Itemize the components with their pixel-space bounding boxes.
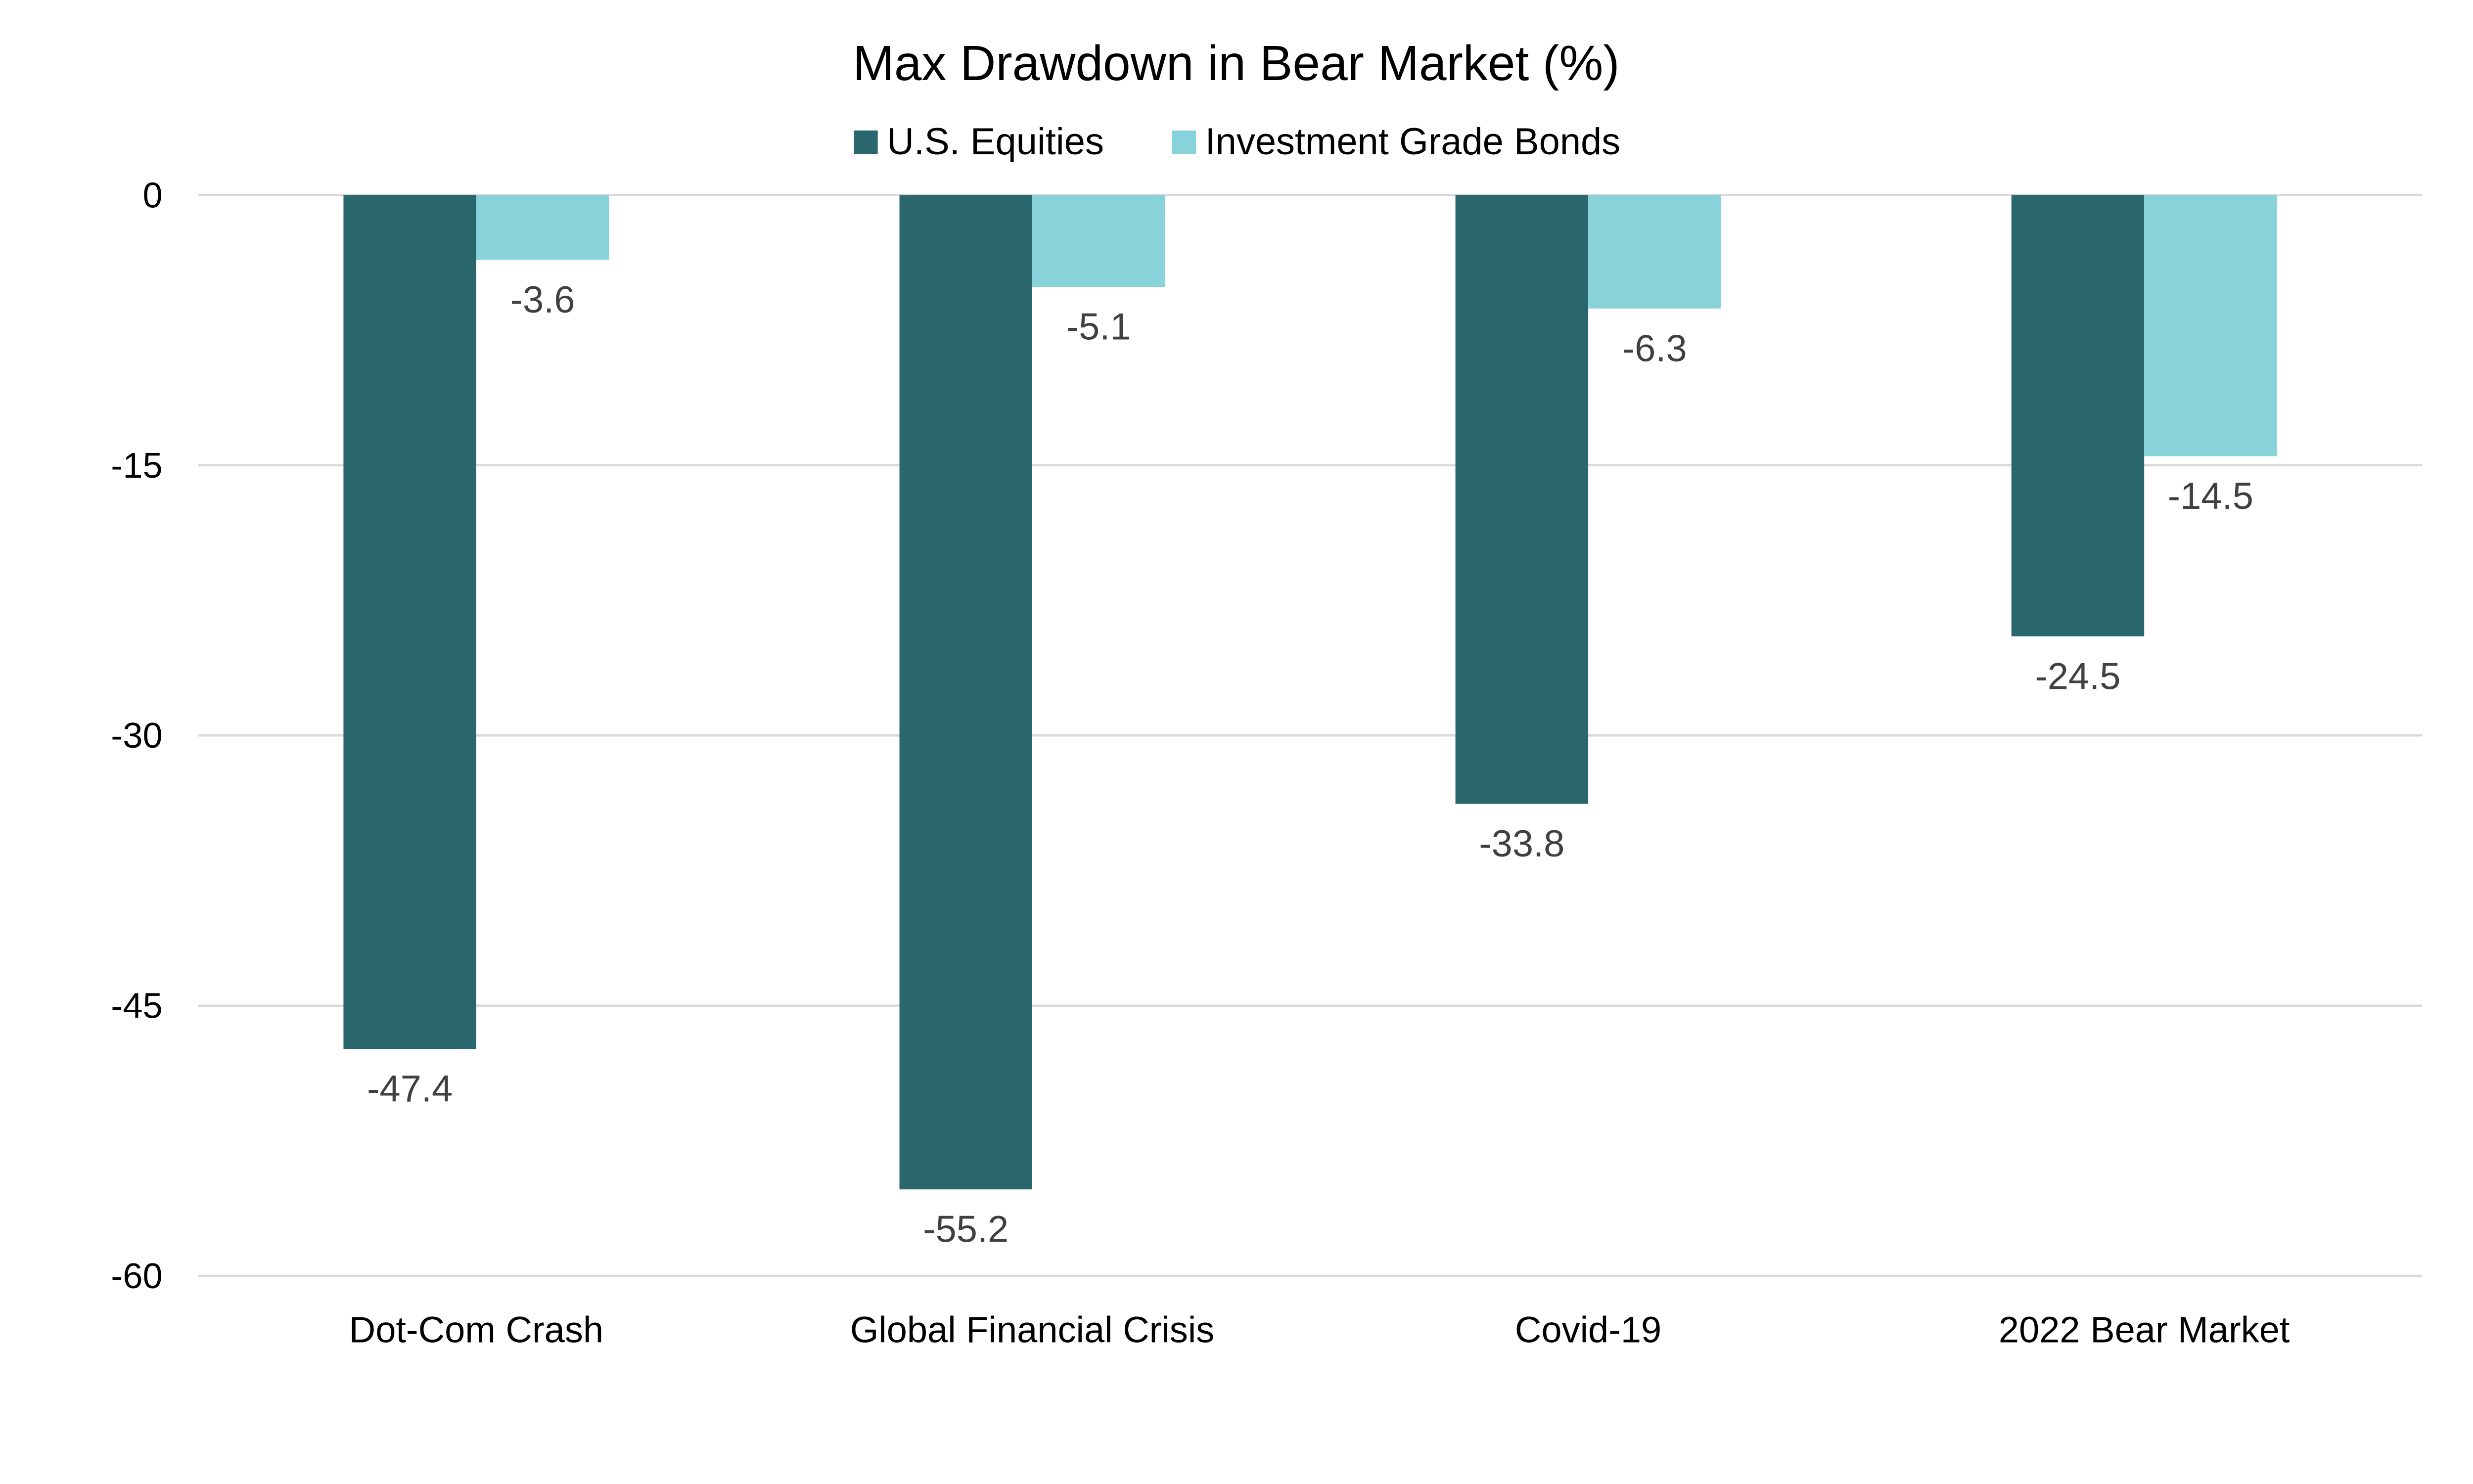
bar-us-equities xyxy=(343,195,476,1049)
data-label: -3.6 xyxy=(510,279,575,321)
x-axis: Dot-Com Crash Global Financial Crisis Covi… xyxy=(349,1309,2290,1350)
y-tick-label: -30 xyxy=(111,716,162,756)
legend: U.S. Equities Investment Grade Bonds xyxy=(854,121,1621,163)
chart-title: Max Drawdown in Bear Market (%) xyxy=(853,36,1620,91)
y-tick-label: -45 xyxy=(111,987,162,1026)
bar-us-equities xyxy=(1455,195,1589,804)
data-label: -33.8 xyxy=(1479,823,1564,865)
bars xyxy=(343,195,2277,1190)
bar-ig-bonds xyxy=(1588,195,1721,309)
legend-swatch xyxy=(854,130,878,154)
data-label: -5.1 xyxy=(1066,306,1131,348)
data-label: -6.3 xyxy=(1622,327,1687,369)
x-tick-label: Dot-Com Crash xyxy=(349,1309,603,1350)
data-label: -47.4 xyxy=(367,1068,453,1110)
y-tick-label: -15 xyxy=(111,446,162,486)
bar-ig-bonds xyxy=(1032,195,1165,287)
x-tick-label: 2022 Bear Market xyxy=(1999,1309,2290,1350)
x-tick-label: Global Financial Crisis xyxy=(850,1309,1215,1350)
bar-us-equities xyxy=(2011,195,2145,636)
legend-label: Investment Grade Bonds xyxy=(1205,121,1621,163)
data-label: -24.5 xyxy=(2035,655,2120,697)
data-labels: -47.4 -3.6 -55.2 -5.1 -33.8 -6.3 -24.5 -14.5 xyxy=(367,279,2253,1251)
bar-ig-bonds xyxy=(2144,195,2277,456)
data-label: -55.2 xyxy=(923,1209,1008,1251)
legend-swatch xyxy=(1172,130,1196,154)
y-tick-label: -60 xyxy=(111,1257,162,1296)
y-axis: 0 -15 -30 -45 -60 xyxy=(111,176,162,1296)
y-tick-label: 0 xyxy=(142,176,162,215)
data-label: -14.5 xyxy=(2168,475,2253,517)
legend-label: U.S. Equities xyxy=(887,121,1104,163)
bar-ig-bonds xyxy=(476,195,609,260)
bar-us-equities xyxy=(899,195,1032,1190)
x-tick-label: Covid-19 xyxy=(1515,1309,1661,1350)
bar-chart: Max Drawdown in Bear Market (%) U.S. Equ… xyxy=(111,36,2423,1350)
